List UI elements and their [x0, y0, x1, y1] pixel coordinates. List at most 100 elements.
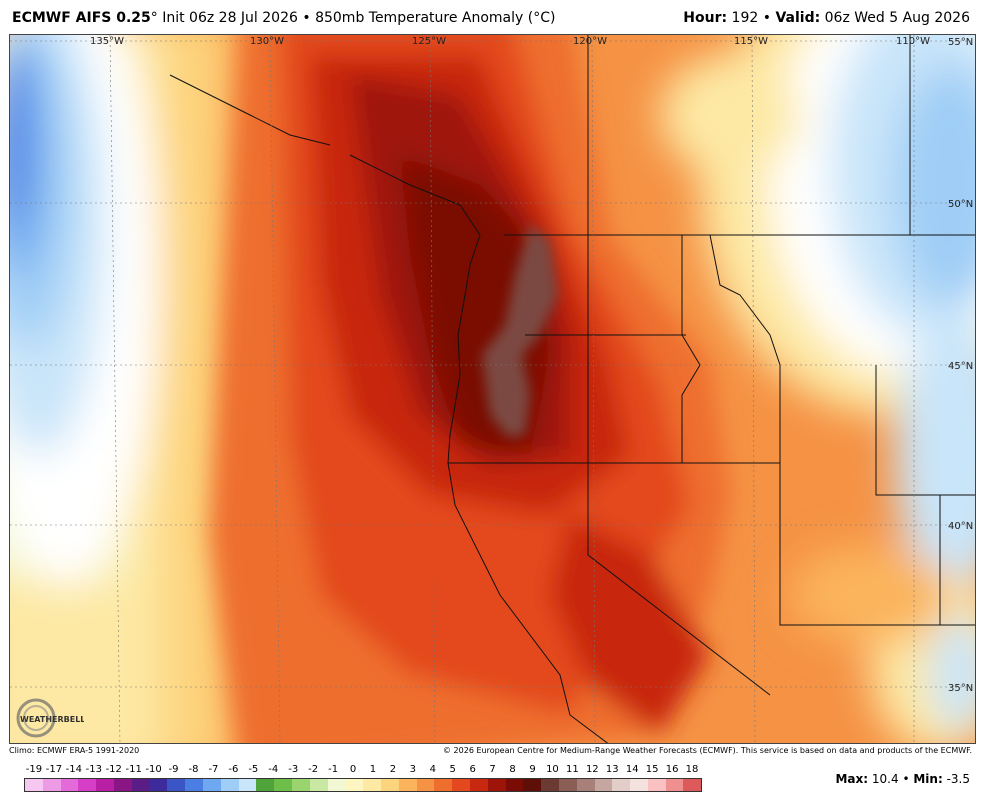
lat-label-50n: 50°N	[948, 199, 973, 210]
colorbar-label: -9	[168, 764, 179, 775]
idaho-montana-boundary	[709, 234, 781, 463]
colorbar-cell	[523, 779, 542, 791]
weatherbell-logo: WEATHERBELL	[14, 696, 85, 740]
colorbar-label: 2	[389, 764, 397, 775]
colorbar-label: -13	[85, 764, 102, 775]
vancouver-island-coast	[349, 154, 481, 266]
title-bullet: •	[302, 10, 311, 26]
colorbar-cell	[327, 779, 346, 791]
colorbar-cell	[487, 779, 506, 791]
colorbar-cell	[238, 779, 257, 791]
colorbar-cell	[42, 779, 61, 791]
colorbar-cell	[167, 779, 186, 791]
min-label: Min:	[913, 772, 943, 786]
colorbar-label: -1	[328, 764, 339, 775]
colorbar-cell	[416, 779, 435, 791]
lon-label-115w: 115°W	[734, 36, 768, 47]
colorbar-label: 6	[469, 764, 476, 775]
colorbar-cell	[363, 779, 381, 791]
colorbar-cell	[630, 779, 648, 791]
lon-label-125w: 125°W	[412, 36, 446, 47]
colorbar-label: 3	[409, 764, 417, 775]
colorbar-cell	[131, 779, 150, 791]
colorbar-cell	[683, 779, 702, 791]
colorbar-label: 5	[449, 764, 456, 775]
colorbar-label: 7	[489, 764, 496, 775]
colorbar-cell	[541, 779, 559, 791]
hour-label: Hour:	[683, 10, 728, 26]
lat-label-45n: 45°N	[948, 361, 973, 372]
header: ECMWF AIFS 0.25° Init 06z 28 Jul 2026 • …	[0, 0, 984, 34]
colorbar-cell	[558, 779, 577, 791]
valid-time-info: Hour: 192 • Valid: 06z Wed 5 Aug 2026	[683, 10, 970, 26]
colorbar-cell	[380, 779, 399, 791]
climo-note: Climo: ECMWF ERA-5 1991-2020	[9, 746, 140, 755]
maxmin-bullet: •	[902, 772, 910, 786]
lat-label-35n: 35°N	[948, 683, 973, 694]
colorbar-label: -2	[308, 764, 319, 775]
colorbar-cell	[576, 779, 595, 791]
colorbar-cell	[256, 779, 275, 791]
lon-label-120w: 120°W	[573, 36, 607, 47]
lon-label-110w: 110°W	[896, 36, 930, 47]
colorbar-cell	[665, 779, 684, 791]
colorbar-cell	[309, 779, 328, 791]
eastern-cool-field	[660, 35, 975, 743]
colorbar-cell	[647, 779, 666, 791]
colorbar-label: 15	[645, 764, 659, 775]
min-value: -3.5	[946, 772, 970, 786]
colorbar-cell	[469, 779, 488, 791]
colorbar-cell	[398, 779, 417, 791]
weatherbell-logo-icon: WEATHERBELL	[16, 698, 85, 738]
colorbar-cell	[78, 779, 97, 791]
colorbar-label: 8	[509, 764, 516, 775]
anomaly-map[interactable]: 135°W 130°W 125°W 120°W 115°W 110°W 55°N…	[9, 34, 976, 744]
colorbar-cell	[220, 779, 239, 791]
colorbar-label: -3	[288, 764, 299, 775]
colorbar-label: 18	[685, 764, 699, 775]
lon-label-135w: 135°W	[90, 36, 124, 47]
copyright-note: © 2026 European Centre for Medium-Range …	[443, 746, 972, 755]
colorbar-cell	[345, 779, 364, 791]
colorbar-label: -14	[65, 764, 83, 775]
colorbar-cell	[452, 779, 470, 791]
colorbar-cell	[612, 779, 631, 791]
colorbar-label: 1	[369, 764, 377, 775]
boundaries	[169, 35, 975, 743]
model-name: ECMWF AIFS 0.25	[12, 10, 151, 26]
lat-label-55n: 55°N	[948, 37, 973, 48]
colorbar-cell	[60, 779, 79, 791]
colorbar-cell	[149, 779, 168, 791]
max-value: 10.4	[871, 772, 899, 786]
colorbar-label: -6	[228, 764, 239, 775]
max-label: Max:	[835, 772, 869, 786]
colorbar-cell	[185, 779, 203, 791]
lon-label-130w: 130°W	[250, 36, 284, 47]
colorbar-label: -17	[45, 764, 63, 775]
colorbar-label: 13	[605, 764, 619, 775]
lat-label-40n: 40°N	[948, 521, 973, 532]
colorbar-label: -5	[248, 764, 259, 775]
valid-label: Valid:	[775, 10, 821, 26]
colorbar-cell	[96, 779, 114, 791]
colorbar-cell	[202, 779, 221, 791]
colorbar-label: 9	[529, 764, 536, 775]
degree-symbol: °	[150, 10, 158, 26]
valid-value: 06z Wed 5 Aug 2026	[824, 10, 970, 26]
pacific-coastline	[447, 264, 609, 743]
colorbar-label: -11	[125, 764, 142, 775]
valid-bullet: •	[762, 10, 771, 26]
colorbar-label: 4	[429, 764, 436, 775]
colorbar-label: -12	[105, 764, 122, 775]
hour-value: 192	[731, 10, 759, 26]
colorbar-label: 12	[585, 764, 599, 775]
colorbar-label: 16	[665, 764, 679, 775]
colorbar-cell	[291, 779, 310, 791]
wyoming-border	[875, 365, 975, 496]
colorbar-cell	[274, 779, 292, 791]
graticule	[10, 35, 975, 743]
nevada-utah-border	[779, 463, 975, 626]
colorbar	[24, 778, 702, 792]
colorbar-cell	[505, 779, 524, 791]
map-title: ECMWF AIFS 0.25° Init 06z 28 Jul 2026 • …	[12, 10, 555, 26]
